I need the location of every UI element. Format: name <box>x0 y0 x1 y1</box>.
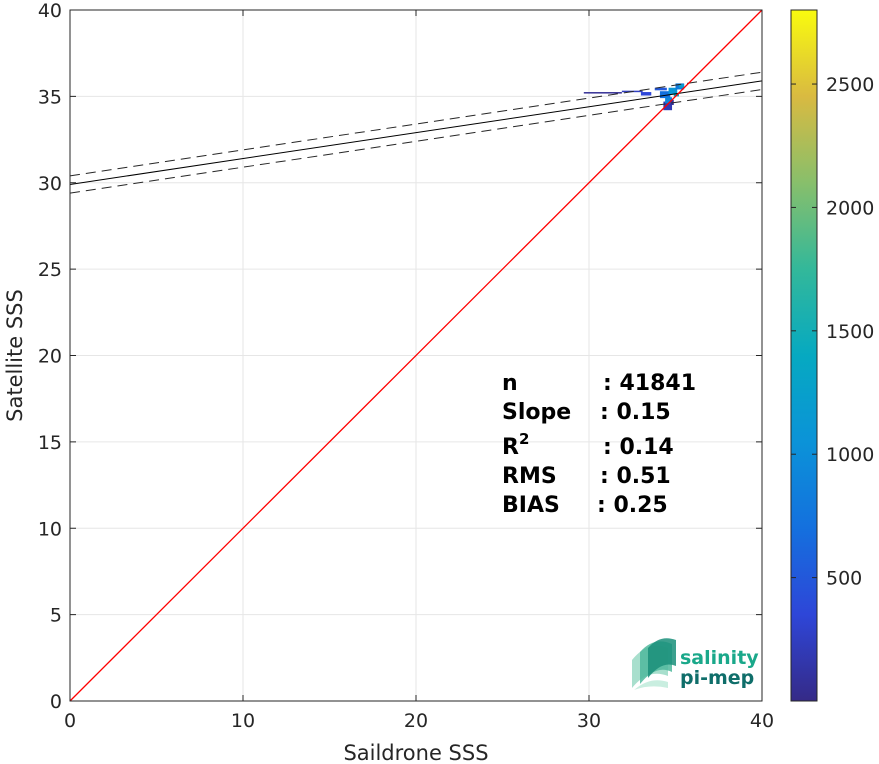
reference-lines <box>69 9 763 702</box>
stat-r2-label: R <box>502 435 519 460</box>
density-cell <box>654 87 667 91</box>
y-tick-label: 25 <box>38 259 62 281</box>
salinity-pi-mep-logo: salinity pi-mep <box>632 638 759 690</box>
confidence-line <box>69 71 763 177</box>
stat-bias-value: : 0.25 <box>597 493 668 518</box>
colorbar-tick-label: 1000 <box>826 444 874 466</box>
y-tick-label: 10 <box>38 518 62 540</box>
y-tick-label: 20 <box>38 346 62 368</box>
stat-n-label: n <box>502 371 518 396</box>
x-axis-ticks: 0 10 20 30 40 <box>64 10 774 732</box>
colorbar-tick-label: 2000 <box>826 197 874 219</box>
colorbar-tick-label: 2500 <box>826 74 874 96</box>
logo-wave-icon <box>632 638 676 690</box>
x-tick-label: 30 <box>577 710 601 732</box>
density-cell <box>663 101 673 111</box>
stat-slope-label: Slope <box>502 400 571 425</box>
stat-rms-value: : 0.51 <box>600 464 671 489</box>
density-cell <box>659 91 671 99</box>
identity-line <box>69 9 763 702</box>
y-tick-label: 0 <box>50 691 62 713</box>
y-tick-label: 5 <box>50 605 62 627</box>
colorbar-tick-label: 1500 <box>826 321 874 343</box>
logo-text-salinity: salinity <box>680 647 759 669</box>
density-cell <box>678 84 685 88</box>
x-tick-label: 40 <box>750 710 774 732</box>
stat-n-value: : 41841 <box>603 371 696 396</box>
fit-line <box>69 80 763 185</box>
y-tick-label: 30 <box>38 173 62 195</box>
y-axis-title: Satellite SSS <box>3 289 27 422</box>
stats-box: n : 41841 Slope : 0.15 R2 : 0.14 RMS : 0… <box>502 371 696 518</box>
density-cell <box>583 92 622 94</box>
confidence-line <box>69 88 763 194</box>
x-axis-title: Saildrone SSS <box>343 741 488 764</box>
x-tick-label: 10 <box>231 710 255 732</box>
x-tick-label: 20 <box>404 710 428 732</box>
stat-r2-sup: 2 <box>519 430 529 448</box>
x-tick-label: 0 <box>64 710 76 732</box>
logo-text-pi-mep: pi-mep <box>680 667 754 689</box>
stat-bias-label: BIAS <box>502 493 560 518</box>
density-cell <box>665 97 673 104</box>
density-cell <box>668 87 678 95</box>
colorbar-tick-label: 500 <box>826 568 862 590</box>
y-tick-label: 35 <box>38 86 62 108</box>
y-tick-label: 15 <box>38 432 62 454</box>
stat-r2-value: : 0.14 <box>603 435 674 460</box>
colorbar-ticks: 500 1000 1500 2000 2500 <box>791 74 874 590</box>
stat-slope-value: : 0.15 <box>600 400 671 425</box>
stat-r2-label-wrap: R2 <box>502 430 529 460</box>
colorbar <box>790 9 818 702</box>
y-tick-label: 40 <box>38 0 62 22</box>
stat-rms-label: RMS <box>502 464 557 489</box>
density-cell <box>670 99 674 106</box>
density-cell <box>640 92 652 96</box>
y-axis-ticks: 0 5 10 15 20 25 30 35 40 <box>38 0 762 713</box>
